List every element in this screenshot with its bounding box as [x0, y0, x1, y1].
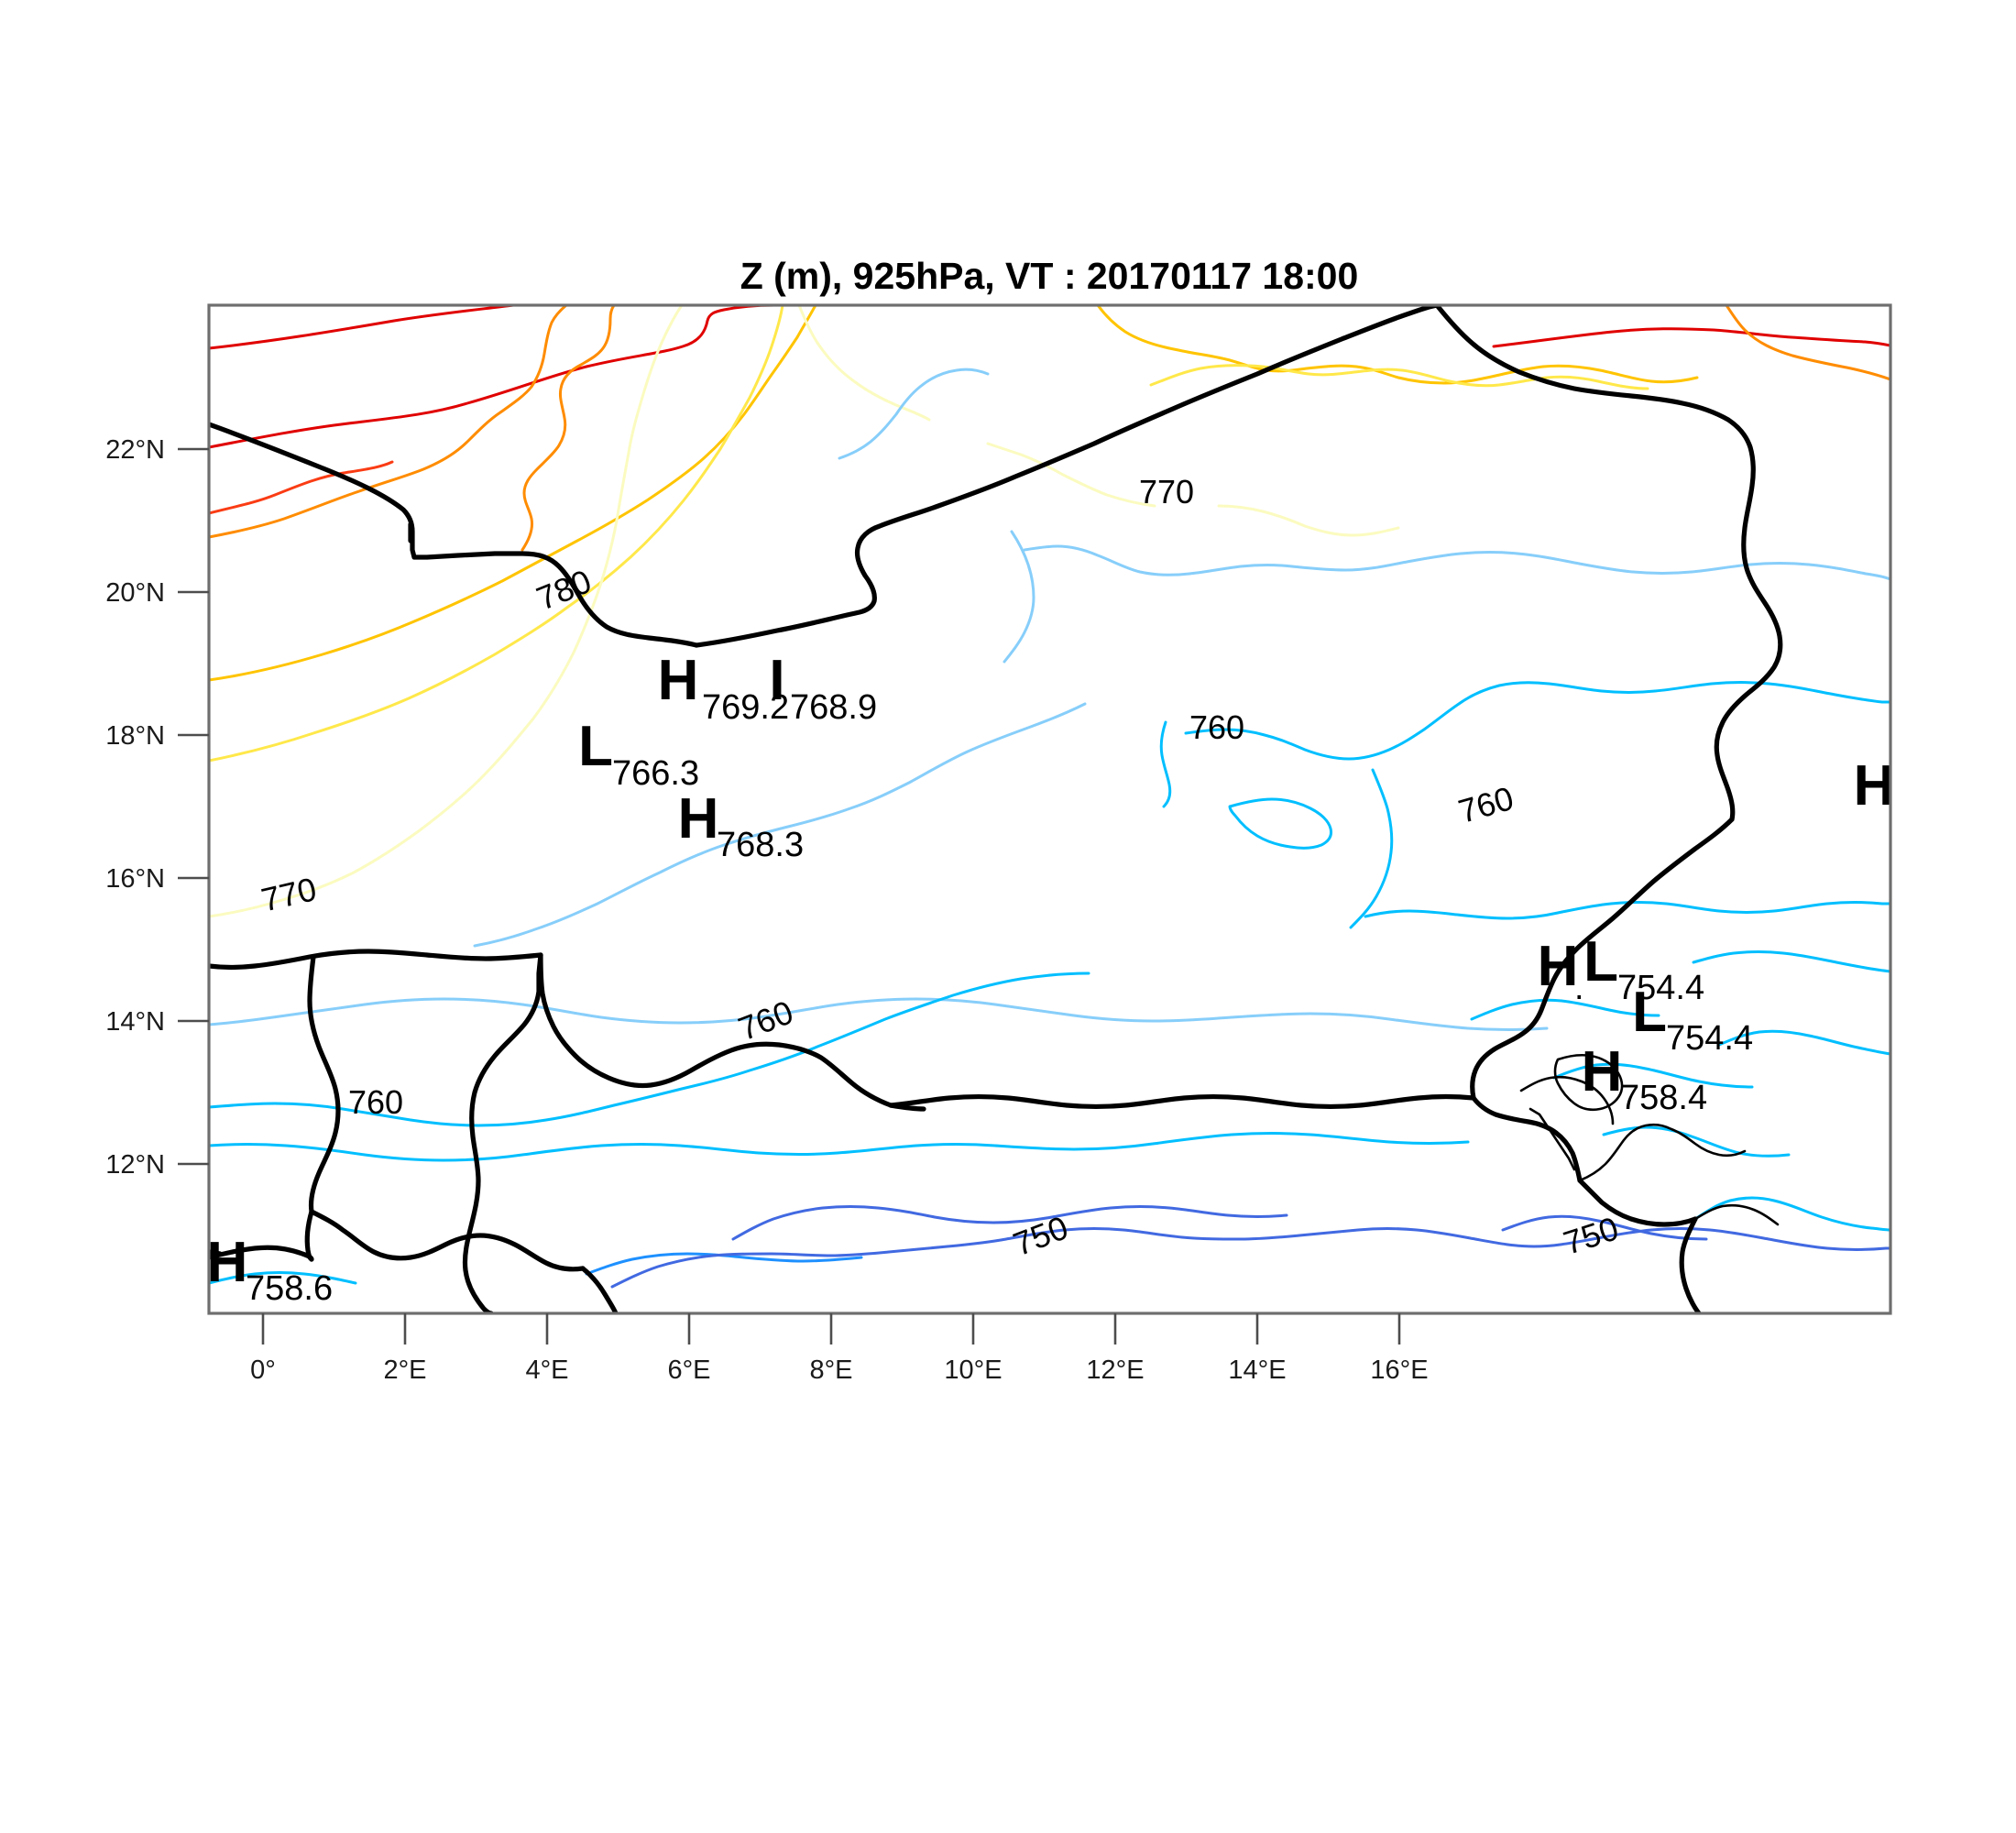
extremum-marker-h-7584: H: [1582, 1040, 1623, 1103]
contour-group-795: [209, 305, 1890, 449]
plot-background: [209, 305, 1890, 1313]
plot-frame: [207, 303, 1892, 1315]
extremum-marker-l-7544-a: L: [1583, 930, 1618, 993]
y-axis-ticks: [178, 447, 209, 1166]
x-tick-label-16e: 16°E: [1370, 1356, 1428, 1385]
extremum-marker-h-edge: H: [1854, 754, 1895, 818]
y-tick-label-14n: 14°N: [105, 1007, 165, 1037]
extremum-marker-l-7544-b: L: [1632, 981, 1667, 1044]
extremum-value-h-7586: 758.6: [246, 1269, 333, 1308]
y-axis-tick-labels: 22°N 20°N 18°N 16°N 14°N 12°N: [105, 435, 165, 1180]
extremum-value-l-7663: 766.3: [612, 754, 699, 793]
extremum-value-l-7544-b: 754.4: [1666, 1019, 1753, 1058]
extremum-value-h-chad: .: [1574, 969, 1584, 1007]
contour-group-775: [209, 305, 1649, 763]
x-tick-label-8e: 8°E: [809, 1356, 852, 1385]
y-tick-label-16n: 16°N: [105, 864, 165, 894]
contour-label-760-d: 760: [348, 1083, 403, 1121]
x-tick-label-12e: 12°E: [1086, 1356, 1144, 1385]
coastlines-and-borders: [209, 305, 1783, 1313]
contour-group-760: [209, 681, 1890, 1285]
extrema-markers: H 769.2 I 768.9 L 766.3 H 768.3 H . L 75…: [207, 649, 1895, 1308]
x-tick-label-6e: 6°E: [667, 1356, 710, 1385]
extremum-marker-h-chad: H: [1538, 935, 1579, 998]
extremum-value-h-7584: 758.4: [1620, 1079, 1707, 1117]
extremum-value-h-7692: 769.2: [702, 688, 789, 727]
extremum-value-l-7544-a: 754.4: [1617, 969, 1704, 1007]
contour-label-760-a: 760: [1189, 708, 1244, 746]
contour-label-770-a: 770: [1139, 473, 1194, 510]
x-axis-ticks: [261, 1313, 1401, 1345]
x-tick-label-10e: 10°E: [944, 1356, 1002, 1385]
extremum-marker-h-7683: H: [678, 787, 719, 851]
extremum-marker-h-7692: H: [658, 649, 699, 712]
y-tick-label-18n: 18°N: [105, 721, 165, 751]
contour-group-770: [209, 305, 1400, 918]
plot-content: 780 770 770 760 760 760 760 750 750 H 76…: [207, 305, 1895, 1313]
x-axis-tick-labels: 0° 2°E 4°E 6°E 8°E 10°E 12°E 14°E 16°E: [250, 1356, 1428, 1385]
x-tick-label-2e: 2°E: [383, 1356, 426, 1385]
contour-group-780: [209, 305, 1699, 682]
x-tick-label-0: 0°: [250, 1356, 276, 1385]
extremum-value-h-7683: 768.3: [717, 826, 804, 864]
extremum-value-i-7689: 768.9: [790, 688, 877, 727]
page-title: Z (m), 925hPa, VT : 20170117 18:00: [740, 255, 1359, 297]
extremum-marker-l-7663: L: [578, 715, 613, 778]
x-tick-label-4e: 4°E: [525, 1356, 568, 1385]
contour-group-750: [585, 1205, 1890, 1289]
contour-group-765: [209, 368, 1890, 1031]
y-tick-label-12n: 12°N: [105, 1150, 165, 1180]
y-tick-label-20n: 20°N: [105, 578, 165, 608]
contour-group-785: [209, 305, 1890, 552]
x-tick-label-14e: 14°E: [1228, 1356, 1286, 1385]
extremum-marker-h-7586: H: [207, 1231, 248, 1294]
y-tick-label-22n: 22°N: [105, 435, 165, 465]
extremum-marker-i-7689: I: [769, 649, 784, 712]
